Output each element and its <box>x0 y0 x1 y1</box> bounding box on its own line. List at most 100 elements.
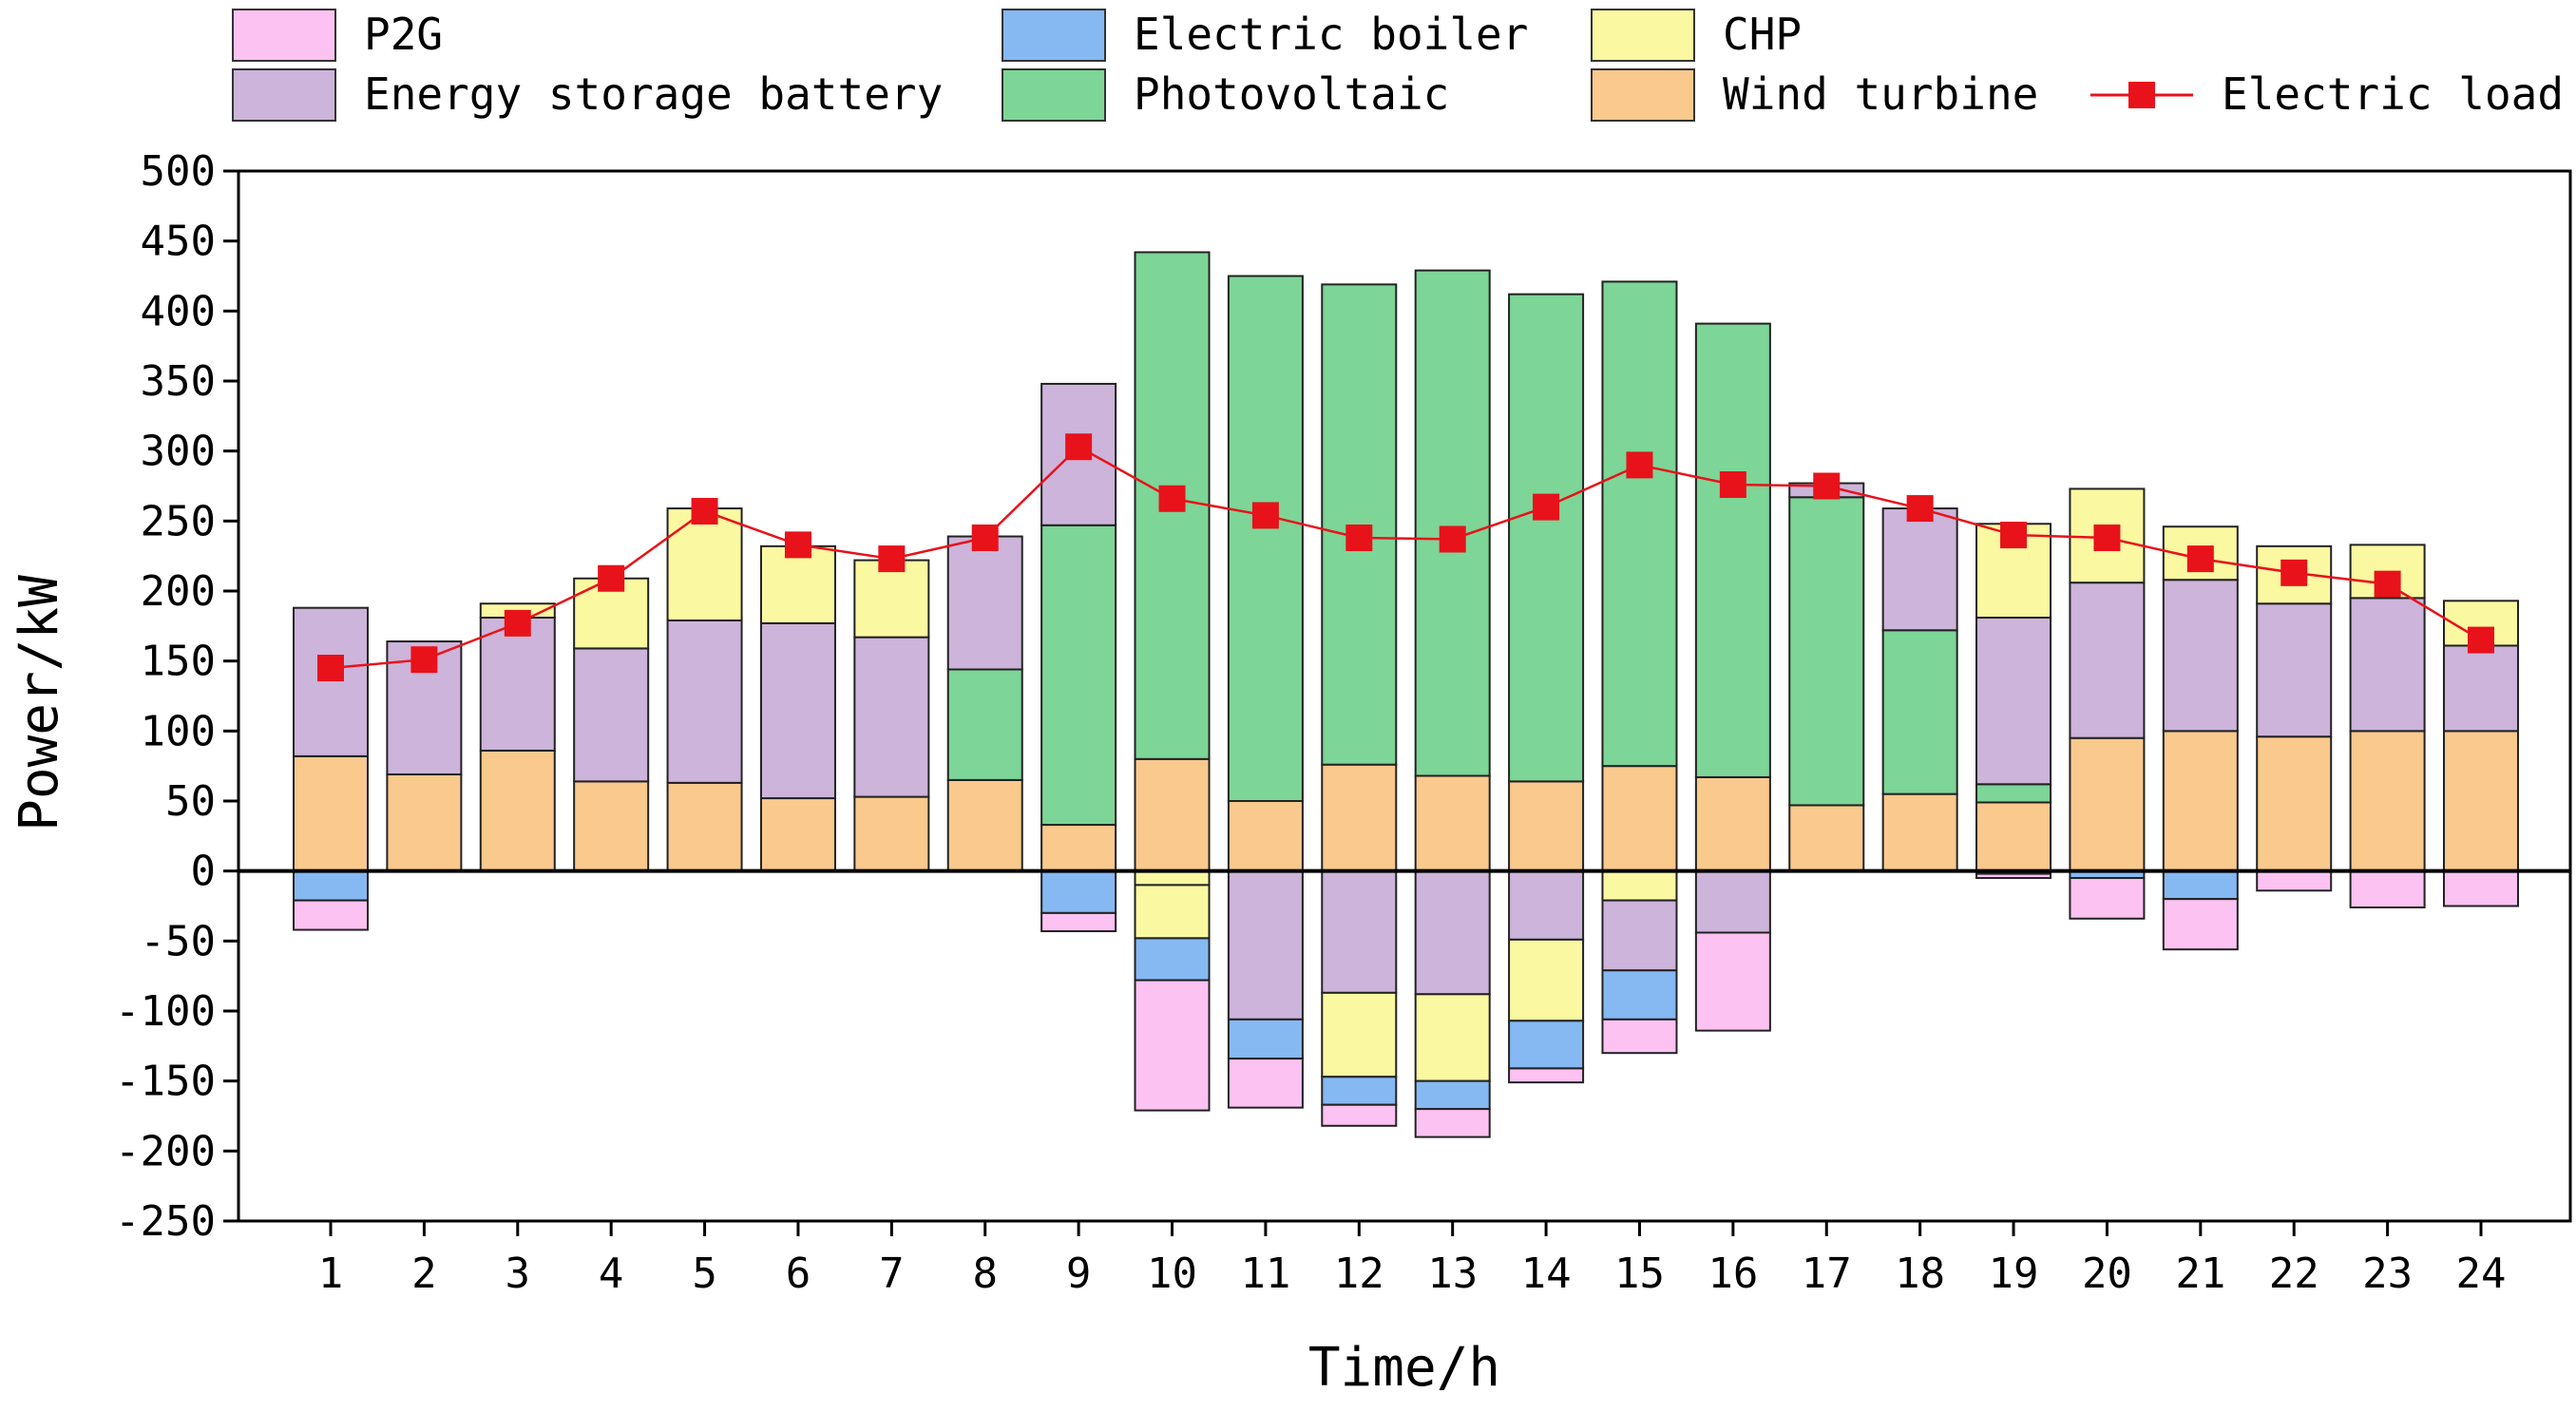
electric-load-point <box>1813 472 1841 500</box>
bar-electric-boiler <box>1508 1020 1585 1070</box>
x-tick-label: 16 <box>1708 1250 1758 1298</box>
x-tick-label: 2 <box>411 1250 437 1298</box>
legend-swatch-p2g <box>232 9 336 62</box>
bar-wind-turbine <box>1508 780 1585 872</box>
electric-load-point <box>691 498 718 525</box>
x-tick-label: 11 <box>1240 1250 1290 1298</box>
y-tick-label: 0 <box>191 848 217 896</box>
bar-energy-storage-battery <box>2069 582 2146 739</box>
bar-p2g <box>1601 1018 1678 1055</box>
bar-photovoltaic <box>1321 283 1398 766</box>
bar-energy-storage-battery <box>2162 579 2239 733</box>
electric-load-point <box>971 525 999 552</box>
electric-load-point <box>317 655 344 682</box>
bar-wind-turbine <box>666 781 743 872</box>
bar-p2g <box>1134 979 1211 1112</box>
bar-wind-turbine <box>1975 801 2052 872</box>
bar-wind-turbine <box>479 749 556 872</box>
y-tick-label: -250 <box>115 1197 216 1246</box>
y-tick-label: 250 <box>141 497 216 545</box>
legend-swatch-marker <box>2128 82 2155 108</box>
x-tick-label: 13 <box>1427 1250 1478 1298</box>
x-tick-label: 1 <box>318 1250 344 1298</box>
bar-p2g <box>1694 931 1771 1032</box>
bar-energy-storage-battery <box>573 647 650 783</box>
electric-load-point <box>1065 433 1093 461</box>
bar-electric-boiler <box>1601 969 1678 1021</box>
bar-photovoltaic <box>1040 524 1117 827</box>
electric-load-point <box>1626 451 1653 479</box>
bar-photovoltaic <box>1414 269 1491 777</box>
x-tick-label: 20 <box>2082 1250 2132 1298</box>
legend-swatch-chp <box>1591 9 1695 62</box>
electric-load-point <box>1719 471 1746 499</box>
y-tick-label: 200 <box>141 567 216 616</box>
bar-wind-turbine <box>1788 804 1865 872</box>
x-tick-label: 21 <box>2175 1250 2225 1298</box>
electric-load-point <box>2374 570 2401 598</box>
bar-p2g <box>1414 1108 1491 1138</box>
x-tick-label: 22 <box>2269 1250 2319 1298</box>
bar-chp <box>2443 600 2519 647</box>
bar-energy-storage-battery <box>1414 869 1491 996</box>
bar-wind-turbine <box>1694 775 1771 872</box>
bar-photovoltaic <box>1788 496 1865 807</box>
bar-chp <box>1134 869 1211 887</box>
bar-wind-turbine <box>1227 800 1304 872</box>
bar-wind-turbine <box>2069 736 2146 872</box>
bar-p2g <box>1975 872 2052 880</box>
bar-electric-boiler <box>1414 1079 1491 1111</box>
bar-energy-storage-battery <box>293 606 369 757</box>
bar-energy-storage-battery <box>1881 507 1958 632</box>
bar-wind-turbine <box>1881 792 1958 872</box>
bar-energy-storage-battery <box>479 616 556 752</box>
bar-wind-turbine <box>293 754 369 872</box>
electric-load-point <box>598 564 625 592</box>
electric-load-point <box>878 545 906 573</box>
bar-electric-boiler <box>1040 869 1117 914</box>
bar-energy-storage-battery <box>1508 869 1585 941</box>
bar-p2g <box>2069 877 2146 920</box>
legend-swatch-electric-boiler <box>1002 9 1106 62</box>
bar-energy-storage-battery <box>1694 869 1771 934</box>
bar-photovoltaic <box>1975 783 2052 804</box>
y-tick-label: 500 <box>141 147 216 196</box>
bar-energy-storage-battery <box>1227 869 1304 1021</box>
electric-load-point <box>2280 559 2308 586</box>
bar-electric-boiler <box>293 869 369 902</box>
electric-load-point <box>2186 545 2214 573</box>
bar-energy-storage-battery <box>853 636 930 798</box>
bar-chp <box>1508 938 1585 1022</box>
bar-wind-turbine <box>1134 757 1211 872</box>
bar-p2g <box>1508 1067 1585 1084</box>
bar-p2g <box>1040 911 1117 933</box>
bar-chp <box>1321 991 1398 1078</box>
x-tick-label: 8 <box>972 1250 998 1298</box>
electric-load-point <box>1906 495 1934 523</box>
axes: 500450400350300250200150100500-50-100-15… <box>115 147 2572 1298</box>
electric-load-polyline <box>330 445 2482 670</box>
y-tick-label: -200 <box>115 1127 216 1175</box>
x-tick-label: 18 <box>1895 1250 1945 1298</box>
bar-wind-turbine <box>946 778 1023 872</box>
bar-photovoltaic <box>1508 293 1585 783</box>
bar-wind-turbine <box>2443 730 2519 872</box>
bar-energy-storage-battery <box>1975 616 2052 786</box>
bar-energy-storage-battery <box>2256 602 2333 738</box>
electric-load-point <box>1439 525 1466 553</box>
bar-wind-turbine <box>853 795 930 872</box>
electric-load-point <box>2468 626 2494 654</box>
bar-p2g <box>2349 869 2426 908</box>
x-tick-label: 9 <box>1066 1250 1092 1298</box>
y-tick-label: -100 <box>115 987 216 1036</box>
x-tick-label: 4 <box>599 1250 624 1298</box>
bars <box>293 251 2519 1138</box>
bar-energy-storage-battery <box>2349 597 2426 733</box>
x-tick-label: 24 <box>2456 1250 2507 1298</box>
bar-photovoltaic <box>946 668 1023 781</box>
bar-wind-turbine <box>573 780 650 872</box>
x-tick-label: 23 <box>2362 1250 2413 1298</box>
legend: P2G Electric boiler CHP Energy storage batt… <box>232 9 2564 122</box>
bar-electric-boiler <box>2162 869 2239 901</box>
